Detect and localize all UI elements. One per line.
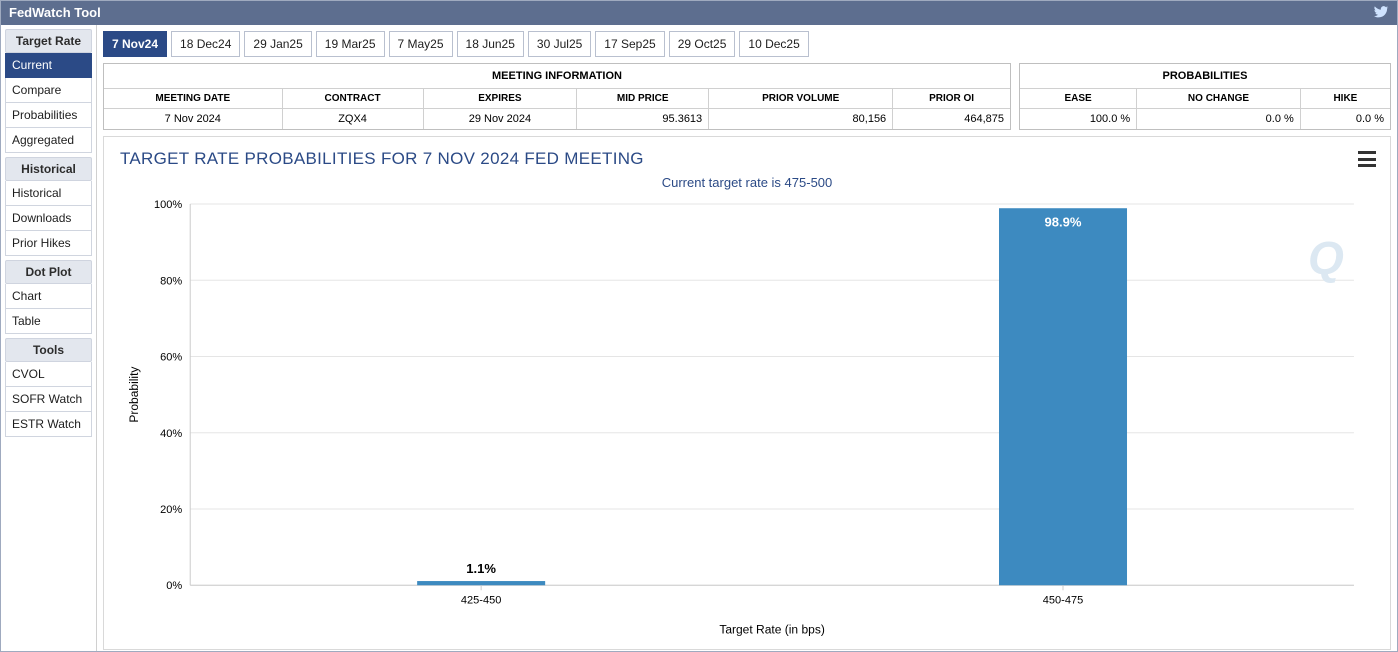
sidebar: Target RateCurrentCompareProbabilitiesAg… bbox=[1, 25, 97, 651]
mi-prior-oi: 464,875 bbox=[893, 109, 1010, 130]
sidebar-item[interactable]: Historical bbox=[5, 181, 92, 206]
sidebar-section-header: Tools bbox=[5, 338, 92, 362]
svg-text:40%: 40% bbox=[160, 428, 182, 440]
meeting-info-table: MEETING DATECONTRACTEXPIRESMID PRICEPRIO… bbox=[104, 88, 1010, 129]
chart-menu-icon[interactable] bbox=[1358, 151, 1376, 167]
sidebar-item[interactable]: Table bbox=[5, 309, 92, 334]
sidebar-item[interactable]: CVOL bbox=[5, 362, 92, 387]
pr-no-change: 0.0 % bbox=[1137, 109, 1301, 130]
main: 7 Nov2418 Dec2429 Jan2519 Mar257 May2518… bbox=[97, 25, 1397, 651]
date-tab[interactable]: 18 Jun25 bbox=[457, 31, 524, 57]
body: Target RateCurrentCompareProbabilitiesAg… bbox=[1, 25, 1397, 651]
mi-meeting-date: 7 Nov 2024 bbox=[104, 109, 282, 130]
sidebar-item[interactable]: ESTR Watch bbox=[5, 412, 92, 437]
pr-column-header: NO CHANGE bbox=[1137, 89, 1301, 109]
sidebar-item[interactable]: SOFR Watch bbox=[5, 387, 92, 412]
svg-text:Q: Q bbox=[1308, 232, 1344, 284]
probabilities-table: EASENO CHANGEHIKE 100.0 % 0.0 % 0.0 % bbox=[1020, 88, 1390, 129]
probabilities-panel: PROBABILITIES EASENO CHANGEHIKE 100.0 % … bbox=[1019, 63, 1391, 130]
date-tab[interactable]: 10 Dec25 bbox=[739, 31, 808, 57]
date-tabs: 7 Nov2418 Dec2429 Jan2519 Mar257 May2518… bbox=[97, 25, 1397, 57]
pr-column-header: EASE bbox=[1020, 89, 1137, 109]
svg-text:1.1%: 1.1% bbox=[466, 561, 496, 576]
svg-text:0%: 0% bbox=[166, 580, 182, 592]
svg-text:20%: 20% bbox=[160, 504, 182, 516]
titlebar-title: FedWatch Tool bbox=[9, 5, 101, 20]
chart-panel: TARGET RATE PROBABILITIES FOR 7 NOV 2024… bbox=[103, 136, 1391, 650]
svg-text:80%: 80% bbox=[160, 275, 182, 287]
app-root: FedWatch Tool Target RateCurrentCompareP… bbox=[0, 0, 1398, 652]
date-tab[interactable]: 29 Jan25 bbox=[244, 31, 311, 57]
date-tab[interactable]: 30 Jul25 bbox=[528, 31, 591, 57]
sidebar-section-header: Target Rate bbox=[5, 29, 92, 53]
chart-svg: 0% 20% 40% 60% 80% 100% 1.1% 425-450 98.9% 450-47… bbox=[120, 194, 1374, 645]
svg-text:100%: 100% bbox=[154, 199, 182, 211]
info-row: MEETING INFORMATION MEETING DATECONTRACT… bbox=[97, 57, 1397, 136]
date-tab[interactable]: 18 Dec24 bbox=[171, 31, 240, 57]
date-tab[interactable]: 17 Sep25 bbox=[595, 31, 664, 57]
pr-ease: 100.0 % bbox=[1020, 109, 1137, 130]
sidebar-item[interactable]: Probabilities bbox=[5, 103, 92, 128]
sidebar-item[interactable]: Compare bbox=[5, 78, 92, 103]
sidebar-item[interactable]: Aggregated bbox=[5, 128, 92, 153]
probabilities-title: PROBABILITIES bbox=[1020, 64, 1390, 88]
sidebar-item[interactable]: Downloads bbox=[5, 206, 92, 231]
svg-text:Target Rate (in bps): Target Rate (in bps) bbox=[719, 622, 825, 636]
sidebar-item[interactable]: Current bbox=[5, 53, 92, 78]
svg-text:450-475: 450-475 bbox=[1043, 594, 1083, 606]
meeting-info-title: MEETING INFORMATION bbox=[104, 64, 1010, 88]
date-tab[interactable]: 7 May25 bbox=[389, 31, 453, 57]
chart-body: 0% 20% 40% 60% 80% 100% 1.1% 425-450 98.9% 450-47… bbox=[120, 194, 1374, 645]
date-tab[interactable]: 19 Mar25 bbox=[316, 31, 385, 57]
mi-column-header: MID PRICE bbox=[577, 89, 709, 109]
sidebar-item[interactable]: Chart bbox=[5, 284, 92, 309]
bird-icon bbox=[1373, 4, 1389, 20]
mi-column-header: EXPIRES bbox=[423, 89, 577, 109]
sidebar-section-header: Historical bbox=[5, 157, 92, 181]
mi-mid-price: 95.3613 bbox=[577, 109, 709, 130]
svg-text:98.9%: 98.9% bbox=[1045, 214, 1082, 229]
meeting-info-panel: MEETING INFORMATION MEETING DATECONTRACT… bbox=[103, 63, 1011, 130]
svg-text:60%: 60% bbox=[160, 352, 182, 364]
mi-column-header: MEETING DATE bbox=[104, 89, 282, 109]
pr-hike: 0.0 % bbox=[1300, 109, 1390, 130]
pr-column-header: HIKE bbox=[1300, 89, 1390, 109]
date-tab[interactable]: 7 Nov24 bbox=[103, 31, 167, 57]
mi-column-header: PRIOR OI bbox=[893, 89, 1010, 109]
svg-text:Probability: Probability bbox=[127, 367, 141, 423]
date-tab[interactable]: 29 Oct25 bbox=[669, 31, 736, 57]
mi-expires: 29 Nov 2024 bbox=[423, 109, 577, 130]
svg-text:425-450: 425-450 bbox=[461, 594, 501, 606]
titlebar: FedWatch Tool bbox=[1, 1, 1397, 25]
mi-prior-volume: 80,156 bbox=[709, 109, 893, 130]
mi-column-header: PRIOR VOLUME bbox=[709, 89, 893, 109]
titlebar-right bbox=[1373, 4, 1389, 20]
sidebar-section-header: Dot Plot bbox=[5, 260, 92, 284]
mi-column-header: CONTRACT bbox=[282, 89, 423, 109]
mi-contract: ZQX4 bbox=[282, 109, 423, 130]
sidebar-item[interactable]: Prior Hikes bbox=[5, 231, 92, 256]
chart-subtitle: Current target rate is 475-500 bbox=[120, 175, 1374, 190]
chart-title: TARGET RATE PROBABILITIES FOR 7 NOV 2024… bbox=[120, 149, 1374, 169]
